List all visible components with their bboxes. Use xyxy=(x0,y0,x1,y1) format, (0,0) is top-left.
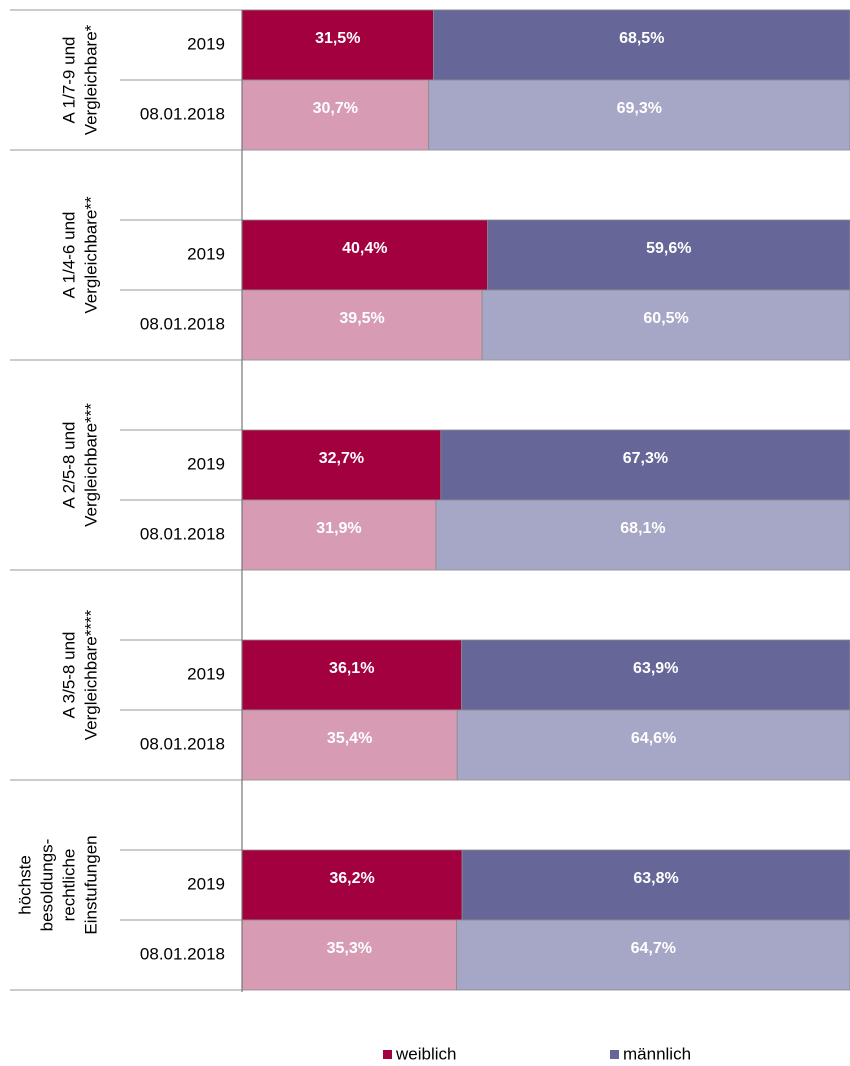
legend-label: männlich xyxy=(623,1044,691,1063)
bar-segment xyxy=(241,709,458,781)
group-label: A 1/7-9 und xyxy=(59,37,78,124)
value-label: 36,1% xyxy=(329,660,374,677)
row-label: 2019 xyxy=(187,874,225,893)
value-label: 64,7% xyxy=(631,940,676,957)
legend-swatch xyxy=(610,1050,619,1059)
group-label: rechtliche xyxy=(59,849,78,922)
bar-segment xyxy=(241,639,462,711)
value-label: 60,5% xyxy=(643,310,688,327)
row-label: 2019 xyxy=(187,664,225,683)
value-label: 31,9% xyxy=(316,520,361,537)
bar-segment xyxy=(241,289,483,361)
value-label: 32,7% xyxy=(319,450,364,467)
bar-segment xyxy=(433,9,850,81)
value-label: 64,6% xyxy=(631,730,676,747)
value-label: 59,6% xyxy=(646,240,691,257)
group-label: Vergleichbare** xyxy=(81,196,100,314)
bar-segment xyxy=(435,499,850,571)
row-label: 08.01.2018 xyxy=(140,944,225,963)
row-label: 2019 xyxy=(187,34,225,53)
value-label: 35,4% xyxy=(327,730,372,747)
row-label: 08.01.2018 xyxy=(140,734,225,753)
bar-segment xyxy=(241,499,437,571)
value-label: 63,9% xyxy=(633,660,678,677)
value-label: 69,3% xyxy=(617,100,662,117)
group-label: Vergleichbare*** xyxy=(81,403,100,527)
row-label: 2019 xyxy=(187,454,225,473)
bar-segment xyxy=(461,849,850,921)
row-label: 2019 xyxy=(187,244,225,263)
group-label: Vergleichbare* xyxy=(81,24,100,135)
group-label: höchste xyxy=(15,855,34,915)
value-label: 31,5% xyxy=(315,30,360,47)
value-label: 67,3% xyxy=(623,450,668,467)
value-label: 30,7% xyxy=(313,100,358,117)
bar-segment xyxy=(241,429,442,501)
value-label: 35,3% xyxy=(327,940,372,957)
group-label: Vergleichbare**** xyxy=(81,609,100,740)
group-label: besoldungs- xyxy=(37,839,56,932)
bar-segment xyxy=(456,919,850,991)
bar-segment xyxy=(481,289,850,361)
value-label: 36,2% xyxy=(329,870,374,887)
legend-swatch xyxy=(383,1050,392,1059)
bar-segment xyxy=(428,79,850,151)
legend-label: weiblich xyxy=(395,1044,456,1063)
row-label: 08.01.2018 xyxy=(140,524,225,543)
row-label: 08.01.2018 xyxy=(140,104,225,123)
bar-segment xyxy=(440,429,850,501)
value-label: 40,4% xyxy=(342,240,387,257)
value-label: 68,5% xyxy=(619,30,664,47)
value-label: 63,8% xyxy=(633,870,678,887)
row-label: 08.01.2018 xyxy=(140,314,225,333)
bar-segment xyxy=(456,709,850,781)
group-label: A 1/4-6 und xyxy=(59,212,78,299)
value-label: 39,5% xyxy=(339,310,384,327)
bar-segment xyxy=(241,919,458,991)
bar-segment xyxy=(241,849,463,921)
value-label: 68,1% xyxy=(620,520,665,537)
group-label: A 2/5-8 und xyxy=(59,422,78,509)
group-label: A 3/5-8 und xyxy=(59,632,78,719)
bar-segment xyxy=(241,219,489,291)
group-label: Einstufungen xyxy=(81,835,100,934)
